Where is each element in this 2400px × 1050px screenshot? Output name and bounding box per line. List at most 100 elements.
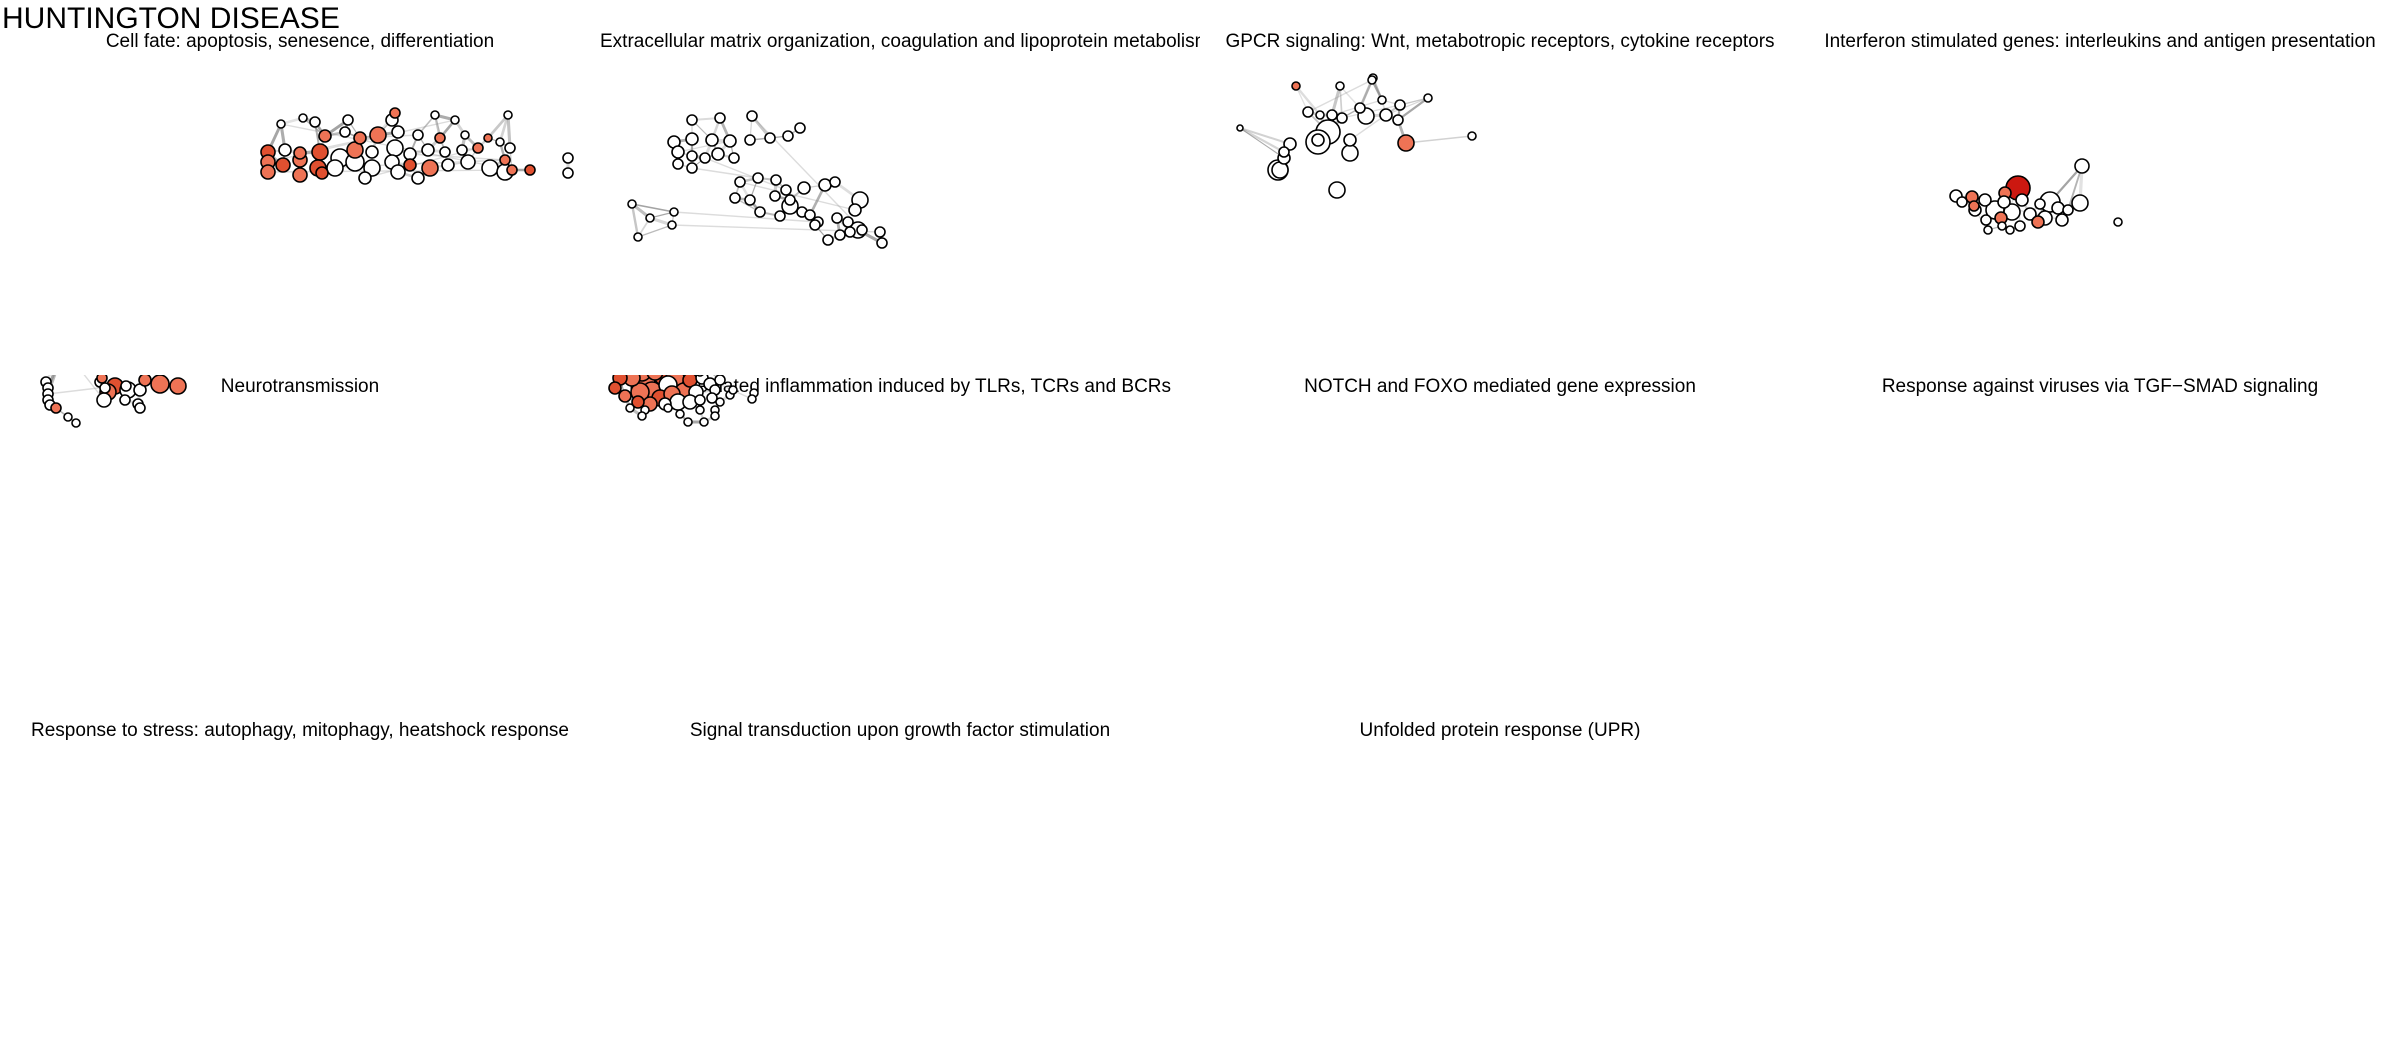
network-edge — [691, 167, 759, 179]
network-panel-nfkb: NFkB mediated inflammation induced by TL… — [600, 375, 1200, 715]
network-graph — [1236, 73, 1477, 199]
network-node — [1997, 221, 2007, 231]
node-layer — [40, 375, 187, 428]
panel-title: Response to stress: autophagy, mitophagy… — [31, 720, 569, 741]
network-node — [1302, 106, 1314, 118]
network-panel-upr: Unfolded protein response (UPR) — [1200, 719, 1800, 1050]
network-node — [714, 112, 726, 124]
network-node — [874, 226, 886, 238]
network-node — [134, 402, 146, 414]
network-node — [646, 375, 664, 381]
panel-title: Cell fate: apoptosis, senesence, differe… — [105, 31, 495, 52]
network-node — [386, 139, 404, 157]
network-node — [728, 152, 740, 164]
network-node — [784, 194, 796, 206]
network-node — [844, 226, 856, 238]
network-node — [729, 192, 741, 204]
network-node — [705, 133, 719, 147]
network-node — [1394, 99, 1406, 111]
network-node — [1335, 81, 1345, 91]
network-node — [752, 172, 764, 184]
network-edge — [704, 157, 787, 191]
network-node — [1956, 196, 1968, 208]
network-node — [353, 131, 367, 145]
network-node — [769, 190, 781, 202]
network-node — [714, 375, 726, 386]
network-graph — [1949, 158, 2123, 235]
panel-title: GPCR signaling: Wnt, metabotropic recept… — [1225, 31, 1775, 52]
network-node — [633, 232, 643, 242]
network-node — [369, 126, 387, 144]
network-edge — [1307, 79, 1373, 113]
panel-title: Neurotransmission — [220, 376, 380, 397]
network-node — [1236, 124, 1244, 132]
network-node — [1397, 134, 1415, 152]
network-node — [150, 375, 170, 394]
node-layer — [1949, 158, 2123, 235]
network-node — [1392, 114, 1404, 126]
network-edge — [631, 203, 675, 213]
network-node — [389, 107, 401, 119]
network-node — [627, 199, 637, 209]
network-node — [842, 216, 854, 228]
network-node — [831, 212, 843, 224]
panel-title: NOTCH and FOXO mediated gene expression — [1304, 376, 1696, 397]
network-node — [412, 129, 424, 141]
network-node — [744, 134, 756, 146]
network-node — [483, 133, 493, 143]
network-node — [625, 403, 635, 413]
network-node — [774, 210, 786, 222]
network-node — [441, 158, 455, 172]
network-panel-notch: NOTCH and FOXO mediated gene expression — [1200, 375, 1800, 715]
network-node — [754, 206, 766, 218]
network-node — [746, 110, 758, 122]
network-node — [293, 146, 307, 160]
network-node — [1379, 108, 1393, 122]
network-edge — [267, 169, 513, 173]
network-node — [421, 159, 439, 177]
network-node — [504, 142, 516, 154]
network-node — [1423, 93, 1433, 103]
network-node — [1311, 133, 1325, 147]
network-panel-neurotransmission: Neurotransmission — [0, 375, 600, 715]
network-panel-signal-transduction: Signal transduction upon growth factor s… — [600, 719, 1200, 1050]
network-node — [421, 143, 435, 157]
page-title: HUNTINGTON DISEASE — [2, 2, 340, 35]
network-node — [460, 130, 470, 140]
network-node — [671, 145, 685, 159]
network-panel-gpcr: GPCR signaling: Wnt, metabotropic recept… — [1200, 30, 1800, 370]
network-node — [1377, 95, 1387, 105]
network-node — [339, 126, 351, 138]
network-node — [365, 145, 379, 159]
network-node — [499, 154, 511, 166]
network-node — [818, 178, 832, 192]
network-edge — [44, 375, 52, 384]
network-edge — [637, 224, 673, 238]
network-node — [1315, 110, 1325, 120]
network-graph — [0, 719, 600, 1050]
network-edge — [83, 375, 105, 401]
network-graph — [600, 719, 1200, 1050]
network-node — [96, 392, 112, 408]
network-node — [439, 146, 451, 158]
network-node — [456, 144, 468, 156]
network-edge — [673, 211, 819, 223]
network-node — [1980, 214, 1992, 226]
network-node — [1343, 133, 1357, 147]
network-node — [342, 114, 354, 126]
network-node — [794, 122, 806, 134]
network-node — [1278, 146, 1290, 158]
network-node — [1978, 193, 1992, 207]
network-panel-stress: Response to stress: autophagy, mitophagy… — [0, 719, 600, 1050]
network-node — [119, 394, 131, 406]
network-node — [1367, 75, 1377, 85]
network-node — [696, 375, 704, 377]
network-node — [694, 394, 706, 406]
network-node — [276, 119, 286, 129]
network-node — [472, 142, 484, 154]
network-node — [96, 375, 108, 384]
network-graph — [40, 375, 187, 428]
network-node — [686, 162, 698, 174]
panel-title: Extracellular matrix organization, coagu… — [600, 31, 1200, 52]
network-node — [391, 125, 405, 139]
